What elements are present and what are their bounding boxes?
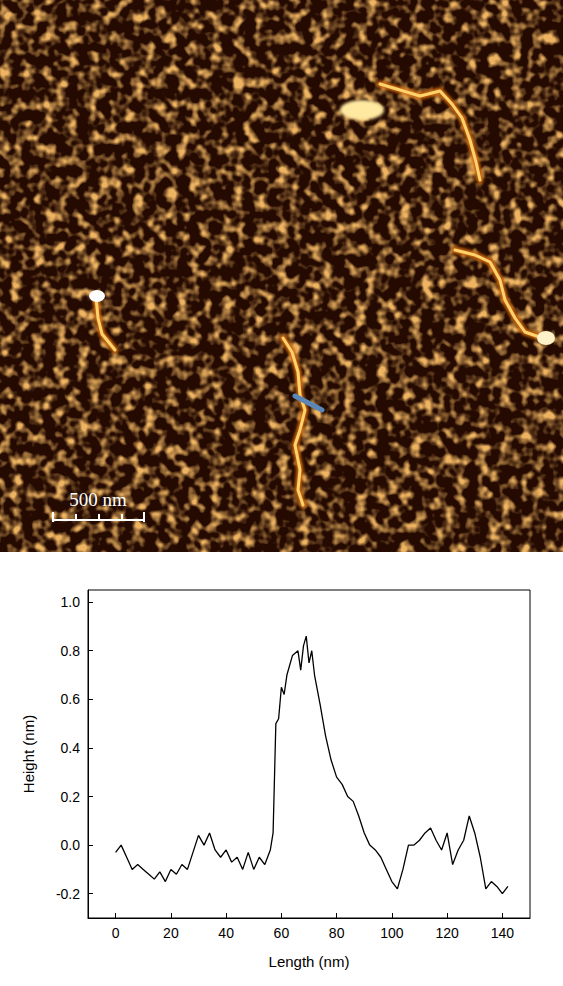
svg-text:500 nm: 500 nm <box>69 489 127 510</box>
svg-text:Height (nm): Height (nm) <box>20 715 37 793</box>
svg-text:0.0: 0.0 <box>61 837 81 853</box>
svg-text:60: 60 <box>274 925 290 941</box>
svg-text:80: 80 <box>329 925 345 941</box>
svg-text:100: 100 <box>380 925 404 941</box>
svg-text:Length (nm): Length (nm) <box>269 953 350 970</box>
svg-text:20: 20 <box>163 925 179 941</box>
svg-text:0: 0 <box>112 925 120 941</box>
svg-text:140: 140 <box>491 925 515 941</box>
svg-text:1.0: 1.0 <box>61 594 81 610</box>
svg-text:0.4: 0.4 <box>61 740 81 756</box>
svg-text:0.8: 0.8 <box>61 643 81 659</box>
svg-text:0.6: 0.6 <box>61 691 81 707</box>
svg-text:120: 120 <box>435 925 459 941</box>
svg-text:40: 40 <box>218 925 234 941</box>
svg-text:0.2: 0.2 <box>61 789 81 805</box>
svg-text:-0.2: -0.2 <box>56 886 80 902</box>
